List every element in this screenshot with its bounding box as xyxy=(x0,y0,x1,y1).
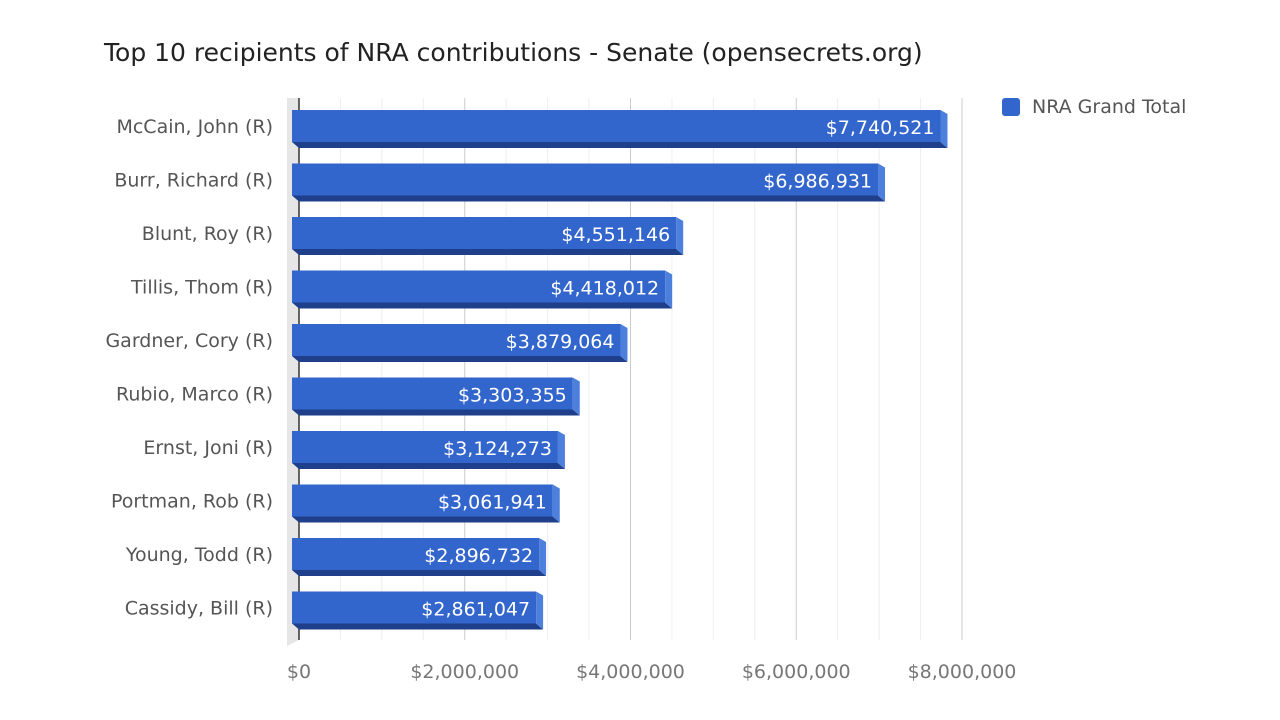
bar-bottom-face xyxy=(292,302,673,309)
legend-swatch xyxy=(1002,98,1020,116)
x-tick-label: $4,000,000 xyxy=(576,661,685,683)
data-label: $4,418,012 xyxy=(550,278,659,300)
x-tick-label: $8,000,000 xyxy=(908,661,1017,683)
bar-bottom-face xyxy=(292,249,684,255)
data-label: $2,861,047 xyxy=(421,599,530,621)
data-label: $3,879,064 xyxy=(506,331,615,353)
bar-side-face xyxy=(552,484,560,523)
data-label: $6,986,931 xyxy=(763,171,872,193)
bar-bottom-face xyxy=(292,463,565,469)
category-label: Ernst, Joni (R) xyxy=(143,437,273,459)
category-label: Cassidy, Bill (R) xyxy=(125,598,273,620)
category-label: Blunt, Roy (R) xyxy=(142,223,273,245)
bar xyxy=(292,110,941,142)
bar xyxy=(292,217,677,249)
bar-side-face xyxy=(676,217,684,255)
category-label: Tillis, Thom (R) xyxy=(130,277,273,299)
bar xyxy=(292,377,573,410)
bar-bottom-face xyxy=(292,195,886,202)
bar-bottom-face xyxy=(292,409,580,416)
data-label: $3,303,355 xyxy=(458,385,567,407)
category-label: Gardner, Cory (R) xyxy=(105,330,273,352)
data-label: $4,551,146 xyxy=(561,224,670,246)
bar-side-face xyxy=(665,270,673,309)
category-label: McCain, John (R) xyxy=(116,116,273,138)
bar-bottom-face xyxy=(292,623,544,630)
x-tick-label: $2,000,000 xyxy=(410,661,519,683)
bar-side-face xyxy=(620,324,628,362)
chart-title: Top 10 recipients of NRA contributions -… xyxy=(104,38,923,67)
bar-bottom-face xyxy=(292,142,948,148)
bar-side-face xyxy=(940,110,948,148)
bar xyxy=(292,324,621,356)
bar-side-face xyxy=(539,538,547,576)
data-label: $7,740,521 xyxy=(826,117,935,139)
bar xyxy=(292,431,558,463)
data-label: $2,896,732 xyxy=(424,545,533,567)
category-label: Portman, Rob (R) xyxy=(111,491,273,513)
category-label: Burr, Richard (R) xyxy=(114,170,273,192)
bar xyxy=(292,484,553,517)
bar-side-face xyxy=(536,591,544,630)
bar-bottom-face xyxy=(292,516,560,523)
data-label: $3,124,273 xyxy=(443,438,552,460)
bar-side-face xyxy=(572,377,580,416)
legend: NRA Grand Total xyxy=(1002,96,1186,118)
category-label: Young, Todd (R) xyxy=(125,544,273,566)
category-label: Rubio, Marco (R) xyxy=(116,384,273,406)
bar xyxy=(292,591,537,624)
bar-bottom-face xyxy=(292,570,547,576)
bar xyxy=(292,270,666,303)
bar-side-face xyxy=(557,431,565,469)
bar-side-face xyxy=(878,163,886,202)
x-tick-label: $0 xyxy=(287,661,311,683)
data-label: $3,061,941 xyxy=(438,492,547,514)
bar xyxy=(292,538,540,570)
bar-bottom-face xyxy=(292,356,628,362)
bar xyxy=(292,163,879,196)
legend-label: NRA Grand Total xyxy=(1032,96,1187,118)
x-tick-label: $6,000,000 xyxy=(742,661,851,683)
